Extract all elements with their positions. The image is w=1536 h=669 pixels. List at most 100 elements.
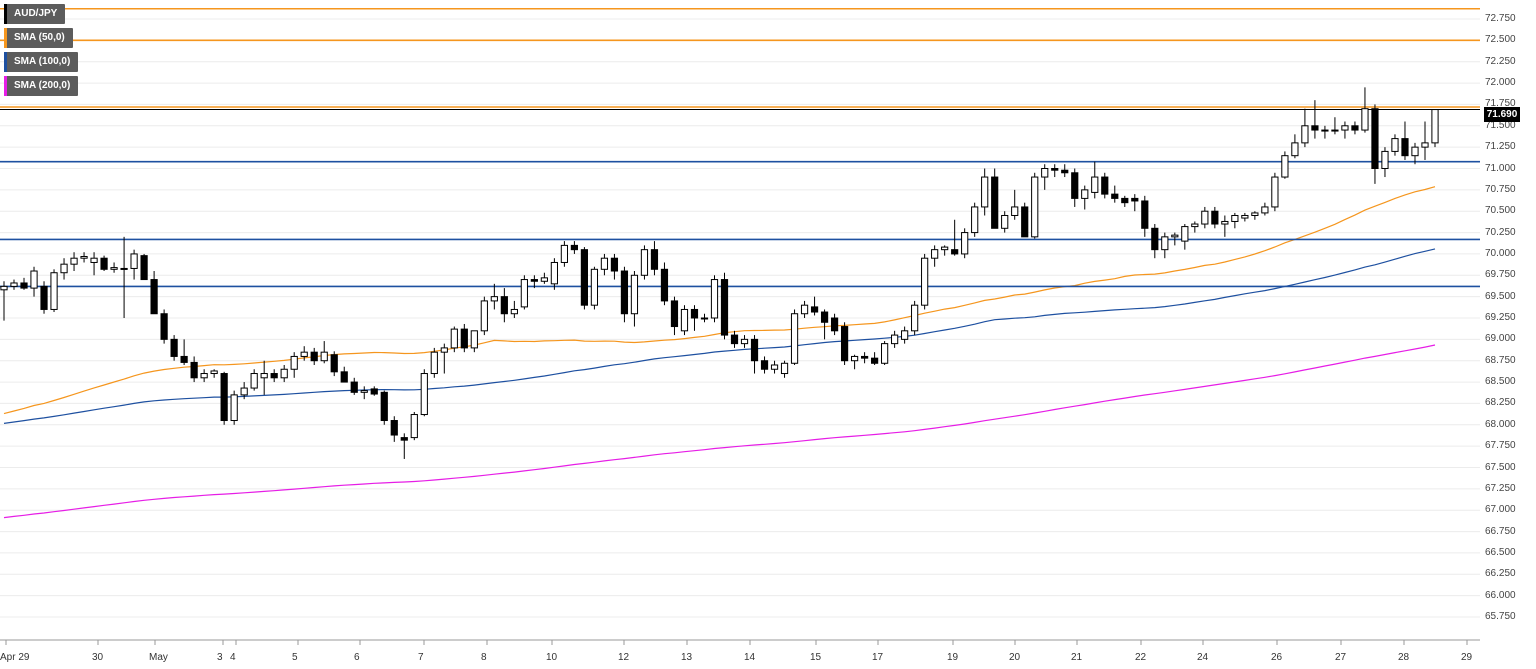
x-tick-label: 30 xyxy=(92,652,104,663)
candle-body xyxy=(1241,214,1249,219)
x-tick-label: 7 xyxy=(418,652,424,663)
x-tick-label: 10 xyxy=(546,652,558,663)
candle xyxy=(150,271,158,315)
candle xyxy=(1081,185,1089,210)
candle-body xyxy=(941,246,949,251)
candle-body xyxy=(230,394,238,422)
candle-body xyxy=(430,351,438,375)
candle-body xyxy=(881,343,889,364)
candle xyxy=(1231,212,1239,229)
candle xyxy=(540,272,548,284)
candle xyxy=(530,275,538,289)
candle-body xyxy=(1391,138,1399,152)
candle-body xyxy=(220,373,228,422)
candle-body xyxy=(991,176,999,229)
candle xyxy=(390,416,398,442)
candle-body xyxy=(420,373,428,416)
candle xyxy=(1361,87,1369,133)
candle-body xyxy=(600,257,609,270)
candle-body xyxy=(500,296,508,315)
candle-body xyxy=(1301,125,1309,144)
candle-body xyxy=(1061,169,1069,174)
candle-body xyxy=(1031,176,1039,238)
candle xyxy=(1331,117,1339,135)
candle-body xyxy=(700,317,709,320)
candle-body xyxy=(390,420,398,436)
candle xyxy=(891,330,899,348)
legend-item-sma-100[interactable]: SMA (100,0) xyxy=(4,52,79,72)
candle xyxy=(1251,211,1259,220)
candle xyxy=(350,377,358,395)
moving-averages xyxy=(3,186,1436,519)
candle xyxy=(140,253,148,281)
candle xyxy=(1201,206,1209,229)
legend-item-sma-200[interactable]: SMA (200,0) xyxy=(4,76,79,96)
candle xyxy=(1181,224,1189,250)
candle xyxy=(400,433,408,459)
candle xyxy=(200,369,208,383)
candle xyxy=(700,313,709,323)
candle xyxy=(480,296,488,336)
candle xyxy=(1401,121,1409,160)
candle xyxy=(840,322,849,365)
candle-body xyxy=(1361,108,1369,131)
candle-body xyxy=(1291,142,1299,157)
x-tick-label: 8 xyxy=(481,652,487,663)
candle xyxy=(1431,109,1439,148)
candle xyxy=(260,360,268,395)
candle xyxy=(410,411,418,441)
x-tick-label: 3 xyxy=(217,652,223,663)
candle xyxy=(1151,224,1159,259)
y-tick-label: 65.750 xyxy=(1485,611,1516,622)
x-tick-label: 4 xyxy=(230,652,236,663)
candle xyxy=(770,360,779,374)
candle-body xyxy=(961,232,969,255)
candle xyxy=(1011,189,1019,220)
legend-label-symbol: AUD/JPY xyxy=(14,8,58,19)
candle-body xyxy=(850,355,859,362)
candle xyxy=(720,272,729,340)
candle-body xyxy=(971,206,979,234)
candle xyxy=(250,369,258,391)
y-tick-label: 67.000 xyxy=(1485,504,1516,516)
candle-body xyxy=(1211,210,1219,225)
candle xyxy=(1121,195,1129,207)
candle xyxy=(340,366,348,383)
candle xyxy=(1351,121,1359,135)
candle-body xyxy=(1401,138,1409,157)
candle-body xyxy=(1131,197,1139,202)
candle-body xyxy=(480,300,488,332)
candle-body xyxy=(640,249,649,276)
candle xyxy=(300,346,308,361)
candle-body xyxy=(1051,168,1059,171)
candle xyxy=(1141,195,1149,237)
candle-body xyxy=(670,300,679,328)
candle-body xyxy=(330,354,338,373)
candle-body xyxy=(1281,155,1289,178)
candle-body xyxy=(490,296,498,302)
candle-body xyxy=(150,279,158,315)
candle xyxy=(1341,121,1349,139)
candle xyxy=(1391,134,1399,156)
candle-body xyxy=(1331,129,1339,132)
candle-body xyxy=(1351,125,1359,131)
candle-body xyxy=(400,437,408,441)
candle xyxy=(1001,211,1009,233)
y-tick-label: 71.500 xyxy=(1485,119,1516,131)
y-tick-label: 71.750 xyxy=(1485,98,1516,110)
candle-body xyxy=(830,317,839,332)
candle-body xyxy=(780,362,789,375)
candle-body xyxy=(300,351,308,357)
candle xyxy=(1281,151,1289,179)
candle xyxy=(750,335,759,374)
candle-body xyxy=(320,351,328,362)
legend-item-sma-50[interactable]: SMA (50,0) xyxy=(4,28,73,48)
candle xyxy=(1091,161,1099,199)
x-tick-label: 21 xyxy=(1071,652,1083,663)
legend-item-symbol[interactable]: AUD/JPY xyxy=(4,4,66,24)
legend-swatch-sma-50 xyxy=(4,28,7,48)
candle-body xyxy=(590,268,599,306)
candle-body xyxy=(570,244,579,251)
candle xyxy=(1131,194,1139,212)
